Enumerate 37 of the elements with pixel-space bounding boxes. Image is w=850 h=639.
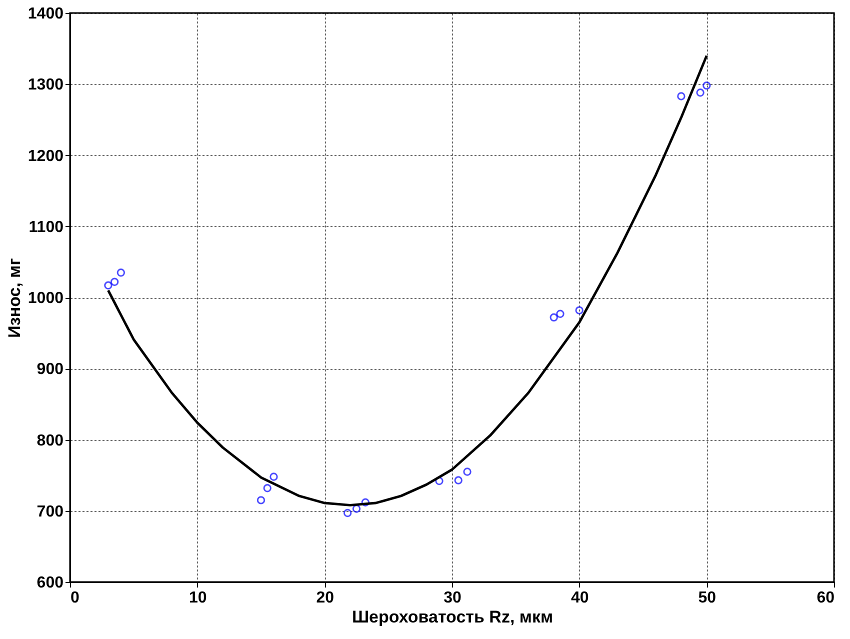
point [696,88,704,97]
point [463,468,472,476]
y-tick-label: 800 [36,432,64,450]
point [104,281,112,290]
point [361,498,370,506]
point [263,484,272,492]
point [556,310,564,318]
point [352,504,361,513]
point [116,268,126,277]
y-tick-label: 1200 [28,148,64,165]
point [256,496,266,504]
x-tick-label: 40 [570,590,589,606]
y-tick-label: 1100 [28,218,64,236]
x-tick-label: 50 [698,590,716,606]
point [702,81,711,90]
x-axis-title: Шероховатость Rz, мкм [352,608,554,626]
y-tick-label: 1000 [28,290,64,307]
point [343,508,352,518]
point [110,278,119,286]
x-tick-label: 30 [444,590,462,606]
x-tick-label: 10 [188,590,207,606]
y-tick-label: 1300 [28,76,64,94]
point [575,306,584,314]
point [435,476,444,486]
point [454,476,462,484]
y-tick-label: 900 [36,361,64,378]
y-tick-label: 600 [36,574,64,592]
y-tick-label: 1400 [28,6,64,22]
y-tick-label: 700 [36,503,64,520]
point [550,313,558,322]
point [677,92,686,100]
x-tick-label: 60 [816,590,835,606]
line-series [106,54,708,506]
y-axis-title: Износ, мг [4,258,24,338]
x-tick-label: 20 [316,590,334,606]
x-tick-label: 0 [70,590,80,606]
point [270,472,278,481]
